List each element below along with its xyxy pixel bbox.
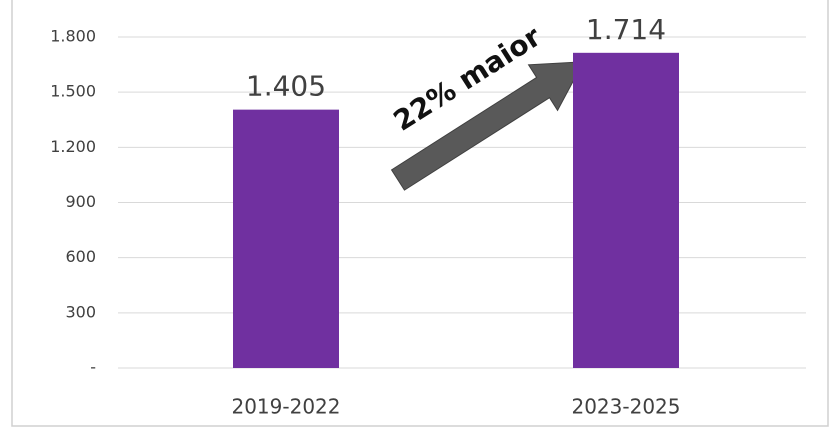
value-label: 1.714 — [586, 13, 666, 46]
value-label: 1.405 — [246, 70, 326, 103]
y-tick-label: 600 — [65, 247, 96, 266]
y-tick-label: - — [90, 358, 96, 377]
x-tick-label: 2019-2022 — [231, 395, 340, 419]
arrow-shape — [390, 61, 585, 191]
y-tick-label: 1.800 — [50, 27, 96, 46]
y-tick-label: 1.500 — [50, 82, 96, 101]
bar — [233, 109, 339, 368]
y-tick-label: 900 — [65, 192, 96, 211]
arrow — [390, 61, 585, 191]
y-tick-label: 300 — [65, 302, 96, 321]
bar — [573, 52, 679, 368]
x-tick-label: 2023-2025 — [571, 395, 680, 419]
chart-border — [11, 0, 829, 427]
y-tick-label: 1.200 — [50, 137, 96, 156]
